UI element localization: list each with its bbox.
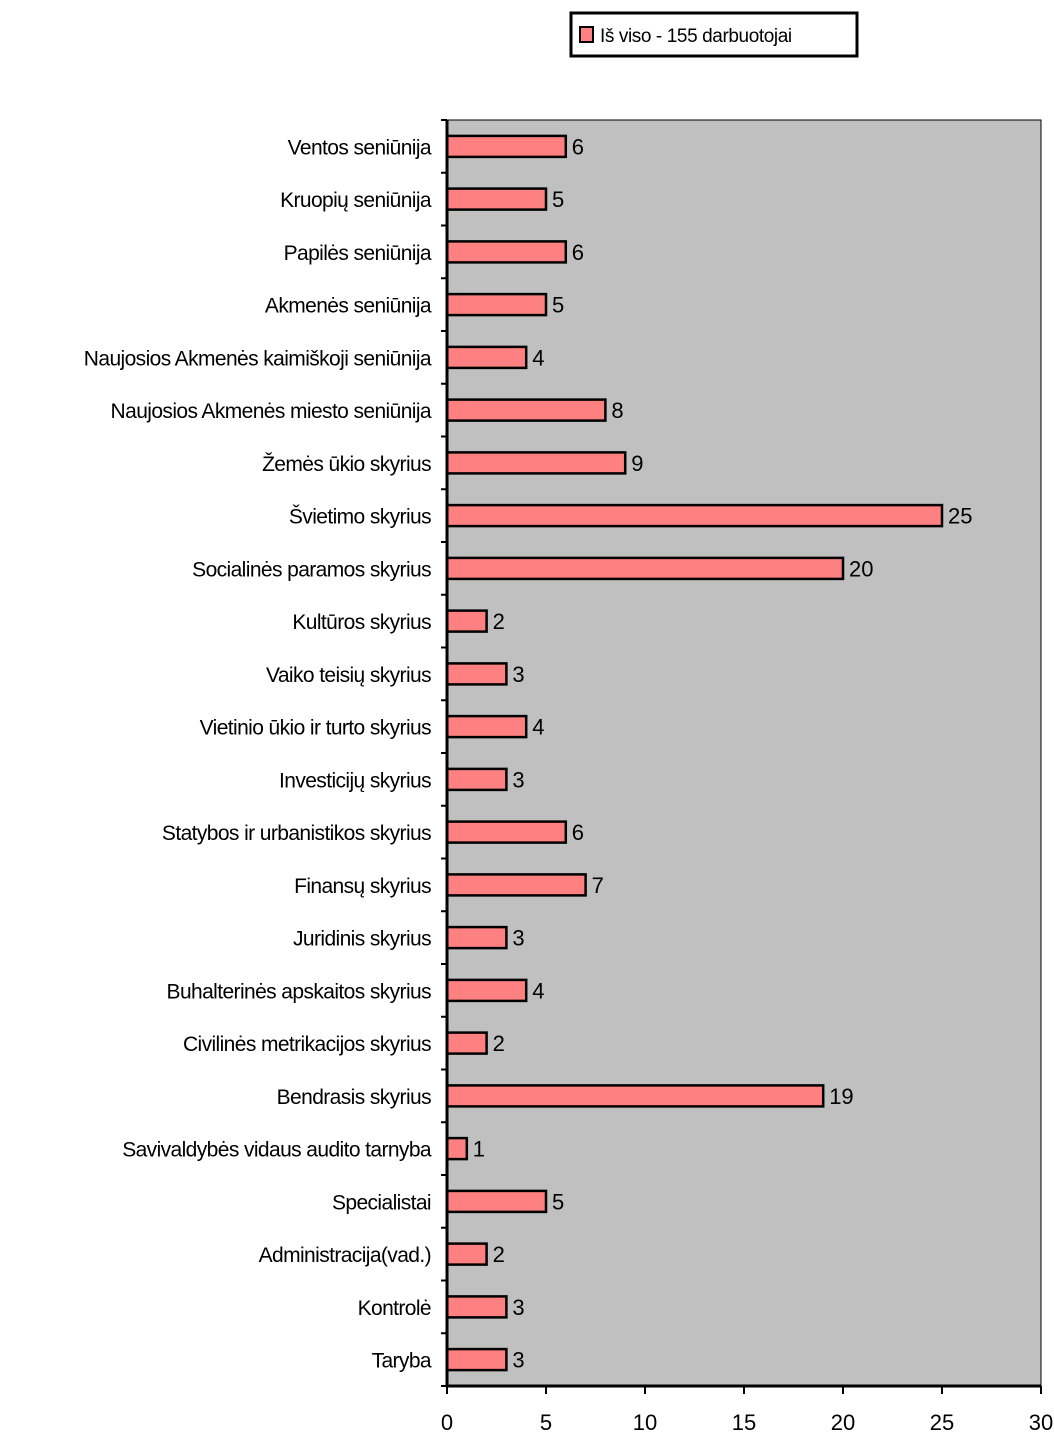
category-label: Investicijų skyrius — [279, 769, 431, 792]
x-tick-label: 0 — [441, 1410, 453, 1435]
value-label: 8 — [611, 398, 623, 423]
value-label: 1 — [473, 1137, 485, 1162]
bars-group — [445, 134, 944, 1372]
category-label: Socialinės paramos skyrius — [192, 558, 431, 581]
category-label: Civilinės metrikacijos skyrius — [183, 1033, 431, 1056]
category-label: Kruopių seniūnija — [280, 189, 432, 212]
bar — [445, 556, 845, 581]
category-label: Bendrasis skyrius — [277, 1086, 431, 1109]
value-label: 2 — [493, 1242, 505, 1267]
bar — [445, 820, 568, 844]
category-label: Juridinis skyrius — [293, 928, 431, 951]
value-label: 3 — [512, 662, 524, 687]
bar — [445, 1295, 508, 1319]
category-label: Akmenės seniūnija — [265, 295, 432, 318]
bar — [445, 662, 508, 686]
plot-area — [446, 119, 1042, 1387]
category-label: Švietimo skyrius — [289, 506, 431, 529]
value-label: 6 — [572, 134, 584, 159]
category-label: Buhalterinės apskaitos skyrius — [167, 980, 432, 1003]
bar — [445, 1031, 488, 1055]
value-label: 4 — [532, 715, 544, 740]
value-label: 19 — [829, 1084, 853, 1109]
value-label: 6 — [572, 240, 584, 265]
legend-box — [569, 11, 859, 58]
bar — [445, 1347, 508, 1372]
category-label: Specialistai — [332, 1191, 431, 1214]
value-label: 9 — [631, 451, 643, 476]
x-tick-label: 20 — [831, 1410, 855, 1435]
bar — [445, 398, 607, 422]
category-label: Savivaldybės vidaus audito tarnyba — [122, 1139, 432, 1162]
x-tick-label: 10 — [633, 1410, 657, 1435]
legend-swatch — [579, 26, 594, 43]
category-label: Vaiko teisių skyrius — [266, 664, 431, 687]
axes: 0 5 10 15 20 25 30 — [441, 119, 1053, 1435]
bar — [445, 345, 528, 370]
category-labels: Ventos seniūnija Kruopių seniūnija Papilės… — [84, 136, 433, 1373]
value-label: 7 — [592, 873, 604, 898]
value-label: 3 — [512, 1295, 524, 1320]
category-label: Ventos seniūnija — [288, 136, 432, 159]
value-label: 2 — [493, 609, 505, 634]
bar — [445, 873, 587, 897]
bar — [445, 187, 548, 211]
category-label: Finansų skyrius — [294, 875, 431, 898]
value-label: 2 — [493, 1031, 505, 1056]
value-label: 5 — [552, 293, 564, 318]
bar — [445, 978, 528, 1003]
value-label: 4 — [532, 345, 544, 370]
category-label: Statybos ir urbanistikos skyrius — [162, 822, 431, 845]
value-label: 3 — [512, 1348, 524, 1373]
bar — [445, 1189, 548, 1214]
bar — [445, 609, 488, 633]
legend: Iš viso - 155 darbuotojai — [569, 11, 859, 58]
legend-label: Iš viso - 155 darbuotojai — [600, 26, 792, 47]
category-label: Papilės seniūnija — [284, 242, 432, 265]
bar — [445, 925, 508, 950]
value-label: 20 — [849, 556, 873, 581]
value-label: 5 — [552, 1189, 564, 1214]
bar — [445, 134, 568, 159]
category-label: Žemės ūkio skyrius — [262, 453, 431, 476]
category-label: Naujosios Akmenės miesto seniūnija — [111, 400, 432, 423]
value-label: 25 — [948, 504, 972, 529]
value-label: 5 — [552, 187, 564, 212]
value-label: 4 — [532, 978, 544, 1003]
bar — [445, 1136, 469, 1161]
value-label: 6 — [572, 820, 584, 845]
x-tick-label: 30 — [1029, 1410, 1053, 1435]
bar — [445, 1084, 825, 1108]
bar — [445, 451, 627, 475]
value-labels: 6 5 6 5 4 8 9 25 20 2 3 4 3 6 7 3 4 2 19 1 5 2 3 3 — [473, 134, 973, 1372]
value-label: 3 — [512, 767, 524, 792]
category-label: Kontrolė — [358, 1297, 431, 1320]
x-tick-label: 5 — [540, 1410, 552, 1435]
x-tick-label: 25 — [930, 1410, 954, 1435]
value-label: 3 — [512, 926, 524, 951]
category-label: Taryba — [372, 1350, 432, 1373]
bar — [445, 503, 944, 528]
category-label: Kultūros skyrius — [292, 611, 431, 634]
bar — [445, 292, 548, 317]
bar — [445, 714, 528, 739]
category-label: Naujosios Akmenės kaimiškoji seniūnija — [84, 347, 432, 370]
x-tick-label: 15 — [732, 1410, 756, 1435]
bar — [445, 1242, 488, 1266]
category-label: Administracija(vad.) — [259, 1244, 431, 1267]
category-label: Vietinio ūkio ir turto skyrius — [200, 717, 431, 740]
bar — [445, 767, 508, 792]
bar — [445, 240, 568, 264]
